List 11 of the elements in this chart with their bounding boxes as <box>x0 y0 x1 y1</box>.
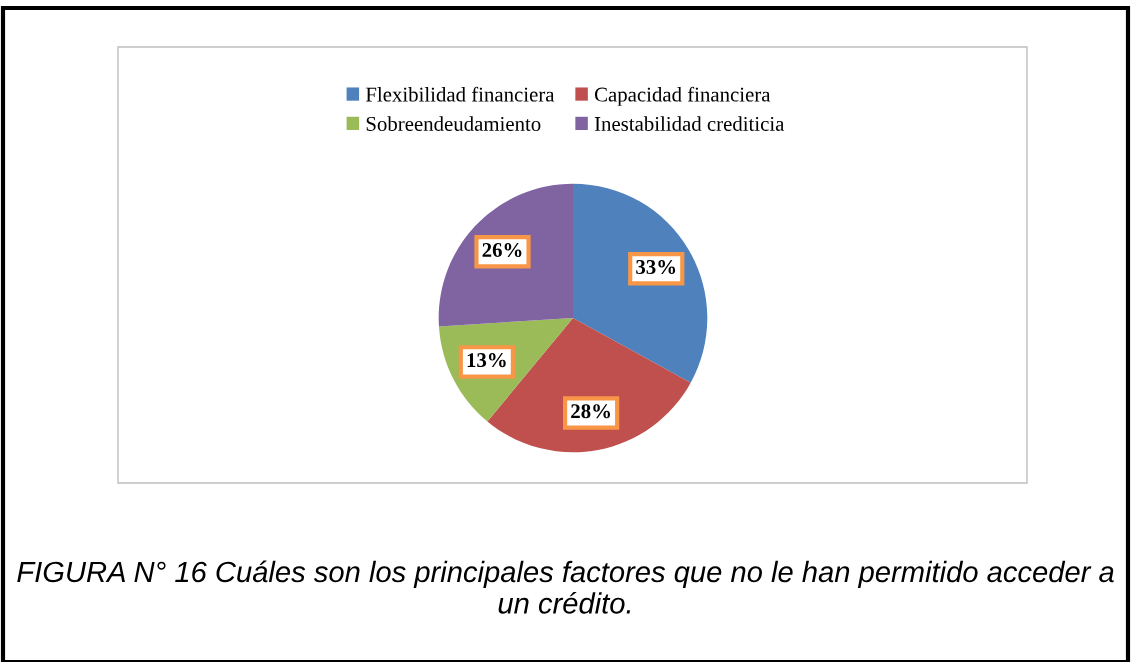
legend-label: Capacidad financiera <box>594 86 771 106</box>
legend-label: Sobreendeudamiento <box>366 116 541 131</box>
legend-label: Flexibilidad financiera <box>365 86 555 102</box>
text: un crédito. <box>498 591 631 614</box>
chart-title: FIGURA N° 16 Cuáles son los principales factores que no le han permitido acceder a <box>17 560 1114 589</box>
legend-label: Inestabilidad crediticia <box>594 116 785 131</box>
data-label: 33% <box>636 259 676 275</box>
data-label: 26% <box>482 242 522 258</box>
data-label: 13% <box>467 353 506 368</box>
data-label: 28% <box>571 404 610 419</box>
pie-slice <box>573 183 708 383</box>
